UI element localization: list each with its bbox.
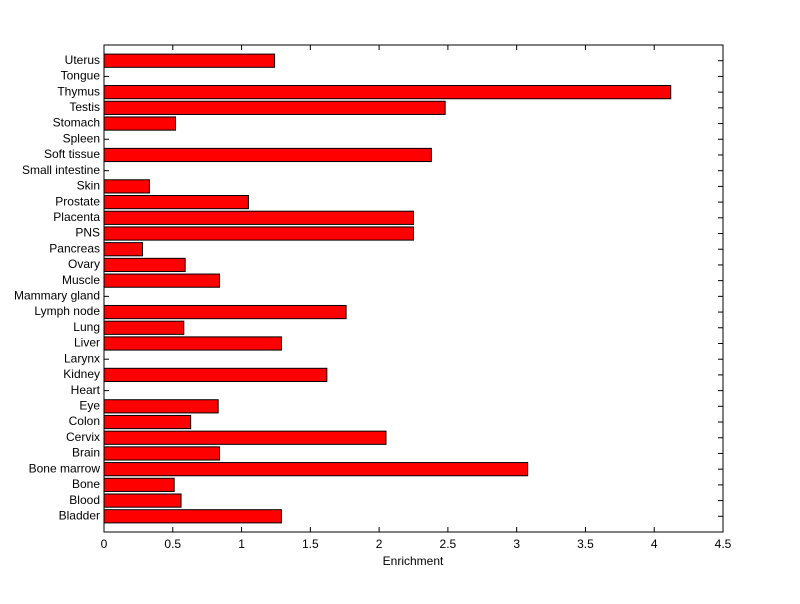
y-tick-label: Bone marrow xyxy=(29,461,101,475)
bar xyxy=(103,493,182,508)
bar xyxy=(103,462,529,477)
y-tick-label: Colon xyxy=(69,414,100,428)
y-tick-label: Thymus xyxy=(57,84,100,98)
x-axis-label: Enrichment xyxy=(383,554,444,568)
y-tick-label: Lung xyxy=(73,320,100,334)
y-tick-label: Muscle xyxy=(62,273,100,287)
bar xyxy=(103,320,185,335)
x-tick-label: 2.5 xyxy=(440,537,457,551)
y-tick-label: Bone xyxy=(72,477,100,491)
bar xyxy=(103,147,432,163)
y-tick-label: Ovary xyxy=(68,257,100,271)
bar xyxy=(103,509,282,524)
x-tick-label: 4 xyxy=(651,537,658,551)
y-tick-label: Cervix xyxy=(66,430,100,444)
y-tick-label: Eye xyxy=(79,398,100,412)
x-tick-label: 0 xyxy=(101,537,108,551)
bar xyxy=(103,100,446,115)
y-tick-label: Uterus xyxy=(65,53,100,67)
bar xyxy=(103,336,282,351)
bar xyxy=(103,477,175,492)
x-tick-label: 4.5 xyxy=(715,537,732,551)
x-tick-label: 3 xyxy=(513,537,520,551)
bar xyxy=(103,194,249,210)
y-tick-label: Small intestine xyxy=(22,163,100,177)
bar xyxy=(103,53,276,68)
x-tick-label: 2 xyxy=(376,537,383,551)
x-tick-label: 1.5 xyxy=(302,537,319,551)
bar xyxy=(103,210,414,225)
y-tick-label: Spleen xyxy=(63,131,100,145)
y-tick-label: Liver xyxy=(74,336,100,350)
y-tick-label: Mammary gland xyxy=(14,289,100,303)
bar xyxy=(103,304,347,320)
y-tick-label: Skin xyxy=(77,179,100,193)
y-tick-label: Heart xyxy=(71,383,101,397)
x-tick-label: 1 xyxy=(238,537,245,551)
y-tick-label: Tongue xyxy=(61,69,101,83)
y-tick-label: Blood xyxy=(69,493,100,507)
y-tick-label: Larynx xyxy=(64,351,100,365)
bar xyxy=(103,257,186,273)
y-tick-label: Kidney xyxy=(63,367,100,381)
y-tick-label: Soft tissue xyxy=(44,147,100,161)
y-tick-label: Bladder xyxy=(59,508,100,522)
bar xyxy=(103,399,219,414)
y-tick-label: PNS xyxy=(75,226,100,240)
bar xyxy=(103,85,672,100)
x-tick-label: 0.5 xyxy=(164,537,181,551)
bar xyxy=(103,367,328,383)
bar xyxy=(103,446,221,461)
bar xyxy=(103,414,192,430)
axes-box xyxy=(103,44,724,533)
bar xyxy=(103,430,387,445)
bar xyxy=(103,116,177,131)
y-tick-label: Stomach xyxy=(53,116,100,130)
y-tick-label: Lymph node xyxy=(34,304,100,318)
y-tick-label: Brain xyxy=(72,446,100,460)
x-tick-label: 3.5 xyxy=(577,537,594,551)
bar xyxy=(103,273,221,288)
y-tick-label: Testis xyxy=(69,100,100,114)
bar xyxy=(103,242,144,257)
y-tick-label: Pancreas xyxy=(49,241,100,255)
bar xyxy=(103,226,414,241)
bar xyxy=(103,179,150,194)
y-tick-label: Placenta xyxy=(53,210,100,224)
y-tick-label: Prostate xyxy=(55,194,100,208)
